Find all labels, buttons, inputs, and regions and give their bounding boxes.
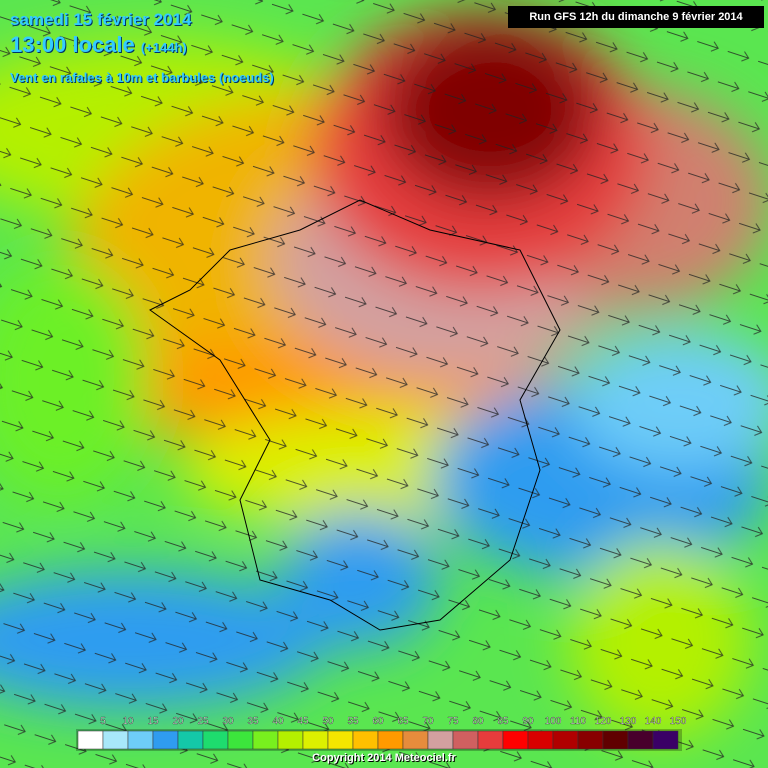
legend-swatch <box>252 730 279 750</box>
date: samedi 15 février 2014 <box>10 10 192 29</box>
legend-label: 130 <box>620 716 637 727</box>
legend-swatch <box>352 730 379 750</box>
legend-swatch <box>577 730 604 750</box>
legend-label: 50 <box>322 716 334 727</box>
subtitle: Vent en rafales à 10m et barbules (noeud… <box>10 70 274 85</box>
legend-label: 45 <box>297 716 309 727</box>
legend-swatch <box>227 730 254 750</box>
time-text: 13:00 locale <box>10 32 135 57</box>
legend-swatch <box>327 730 354 750</box>
legend-label: 100 <box>545 716 562 727</box>
legend-label: 10 <box>122 716 134 727</box>
legend-label: 120 <box>595 716 612 727</box>
run-info: Run GFS 12h du dimanche 9 février 2014 <box>508 6 764 28</box>
legend-swatch <box>477 730 504 750</box>
legend-swatch <box>177 730 204 750</box>
lead-time: (+144h) <box>140 40 187 55</box>
legend-swatch <box>502 730 529 750</box>
legend: 5 10 15 20 25 30 35 40 45 50 55 60 65 70 75 80 85 90 100 11… <box>77 716 687 750</box>
legend-label: 80 <box>472 716 484 727</box>
legend-label: 150 <box>670 716 687 727</box>
legend-swatch <box>377 730 404 750</box>
copyright: Copyright 2014 Meteociel.fr <box>312 752 456 764</box>
legend-label: 20 <box>172 716 184 727</box>
legend-label: 65 <box>397 716 409 727</box>
legend-swatch <box>102 730 129 750</box>
legend-swatch <box>452 730 479 750</box>
legend-label: 70 <box>422 716 434 727</box>
legend-label: 60 <box>372 716 384 727</box>
legend-label: 35 <box>247 716 259 727</box>
time: 13:00 locale (+144h) <box>10 32 187 58</box>
legend-swatch <box>527 730 554 750</box>
legend-swatch <box>152 730 179 750</box>
legend-label: 5 <box>100 716 106 727</box>
legend-label: 55 <box>347 716 359 727</box>
legend-label: 110 <box>570 716 586 727</box>
legend-swatch <box>127 730 154 750</box>
legend-swatch <box>427 730 454 750</box>
legend-label: 140 <box>645 716 662 727</box>
legend-swatch <box>402 730 429 750</box>
legend-label: 15 <box>147 716 159 727</box>
legend-label: 25 <box>197 716 209 727</box>
legend-swatch <box>277 730 304 750</box>
legend-label: 75 <box>447 716 459 727</box>
legend-swatch <box>652 730 679 750</box>
legend-label: 30 <box>222 716 234 727</box>
legend-label: 90 <box>522 716 534 727</box>
legend-label: 40 <box>272 716 284 727</box>
legend-swatch <box>77 730 104 750</box>
legend-swatch <box>627 730 654 750</box>
legend-swatch <box>302 730 329 750</box>
legend-label: 85 <box>497 716 509 727</box>
legend-swatch <box>552 730 579 750</box>
legend-swatch <box>202 730 229 750</box>
legend-swatch <box>602 730 629 750</box>
